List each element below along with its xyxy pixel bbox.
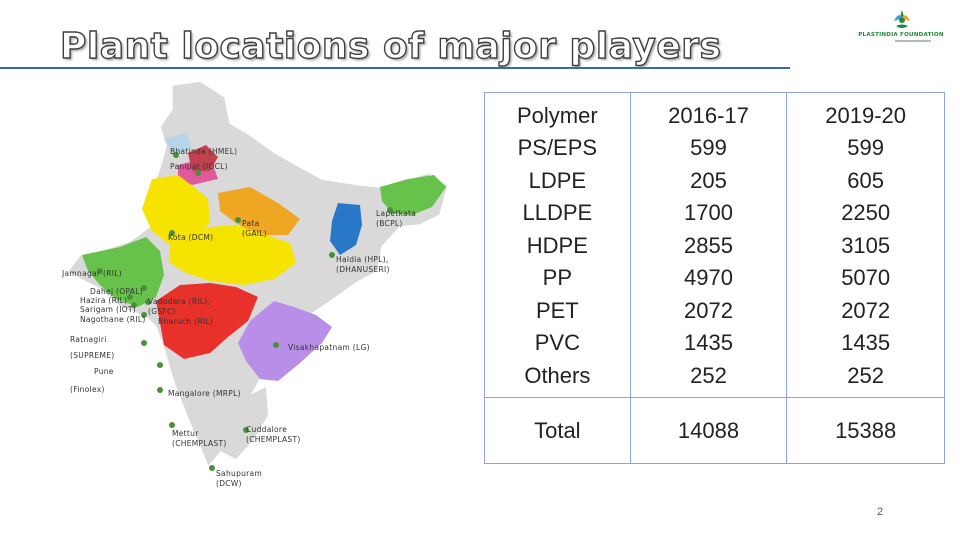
value-2016-17: 4970 xyxy=(684,265,733,291)
value-2019-20: 2072 xyxy=(841,297,891,323)
total-2019-20: 15388 xyxy=(786,397,945,464)
value-2016-17: 1700 xyxy=(684,200,733,226)
state-tamilnadu xyxy=(220,387,268,459)
value-2019-20: 252 xyxy=(847,362,885,388)
map-label-mettur: Mettur (CHEMPLAST) xyxy=(172,429,227,448)
state-karnataka xyxy=(172,345,244,411)
marker-ratnagiri xyxy=(141,340,147,346)
header-2016-17: 2016-17 xyxy=(668,102,749,128)
map-label-kota: Kota (DCM) xyxy=(168,233,214,242)
marker-mangalore xyxy=(157,387,163,393)
map-label-hazira: Hazira (RIL) xyxy=(80,296,128,305)
plastindia-logo: PLASTINDIA FOUNDATION xyxy=(855,8,947,48)
map-label-nagothane: Nagothane (RIL) xyxy=(80,315,146,324)
polymer-name: PP xyxy=(542,265,573,291)
map-label-pata: Pata (GAIL) xyxy=(242,219,267,238)
marker-lapetkata xyxy=(387,207,393,213)
polymer-name: LDPE xyxy=(528,167,587,193)
marker-kota xyxy=(169,230,175,236)
marker-cuddalore xyxy=(243,427,249,433)
slide-title: Plant locations of major players xyxy=(59,25,722,67)
plastindia-logo-icon xyxy=(894,10,910,28)
value-2019-20: 3105 xyxy=(841,232,891,258)
year-2016-17-column: 2016-17 599 205 1700 2855 4970 2072 1435… xyxy=(629,92,788,398)
map-label-sarigam: Sarigam (IOT) xyxy=(80,305,137,314)
logo-text: PLASTINDIA FOUNDATION xyxy=(858,32,944,38)
value-2019-20: 1435 xyxy=(841,330,891,356)
polymer-column: Polymer PS/EPS LDPE LLDPE HDPE PP PET PV… xyxy=(484,92,631,398)
year-2019-20-column: 2019-20 599 605 2250 3105 5070 2072 1435… xyxy=(786,92,945,398)
plant-markers xyxy=(97,152,393,471)
value-2016-17: 2855 xyxy=(684,232,733,258)
marker-vadodara xyxy=(145,299,151,305)
table-main-row: Polymer PS/EPS LDPE LLDPE HDPE PP PET PV… xyxy=(484,92,945,398)
map-label-ratnagiri: Ratnagiri xyxy=(70,335,107,344)
map-label-bharuch: Bharuch (RIL) xyxy=(158,317,213,326)
value-2019-20: 605 xyxy=(847,167,885,193)
state-maharashtra xyxy=(156,283,258,359)
value-2019-20: 5070 xyxy=(841,265,891,291)
value-2016-17: 1435 xyxy=(684,330,733,356)
state-westbengal xyxy=(330,203,362,255)
marker-nagothane xyxy=(141,312,147,318)
marker-mettur xyxy=(169,422,175,428)
marker-jamnagar xyxy=(97,268,103,274)
value-2019-20: 599 xyxy=(847,135,885,161)
map-label-supreme: (SUPREME) xyxy=(70,351,115,360)
polymer-name: PVC xyxy=(534,330,580,356)
india-map-graphic xyxy=(66,80,449,471)
map-label-visakhapatnam: Visakhapatnam (LG) xyxy=(288,343,370,352)
title-underline xyxy=(0,67,790,69)
polymer-name: LLDPE xyxy=(522,200,593,226)
marker-haldia xyxy=(329,252,335,258)
marker-dahej xyxy=(141,285,147,291)
polymer-name: PET xyxy=(535,297,579,323)
map-label-finolex: (Finolex) xyxy=(70,385,105,394)
state-rajasthan xyxy=(142,175,210,245)
marker-hazira xyxy=(127,294,133,300)
state-andhra xyxy=(238,301,332,381)
map-label-panipat: Panipat (IOCL) xyxy=(170,162,228,171)
marker-visakhapatnam xyxy=(273,342,279,348)
map-label-cuddalore: Cuddalore (CHEMPLAST) xyxy=(246,425,301,444)
india-map: Bhatinda (HMEL) Panipat (IOCL) Pata (GAI… xyxy=(60,75,460,535)
marker-bhatinda xyxy=(173,152,179,158)
table-total-row: Total 14088 15388 xyxy=(484,397,945,464)
map-label-haldia: Haldia (HPL), (DHANUSERI) xyxy=(336,255,390,274)
map-label-pune: Pune xyxy=(94,367,114,376)
page-number: 2 xyxy=(876,506,884,518)
header-2019-20: 2019-20 xyxy=(825,102,907,128)
state-northeast xyxy=(380,175,446,215)
map-label-jamnagar: Jamnagar (RIL) xyxy=(62,269,122,278)
marker-pata xyxy=(235,217,241,223)
total-2016-17: 14088 xyxy=(629,397,788,464)
state-odisha xyxy=(296,257,344,297)
value-2016-17: 205 xyxy=(690,167,727,193)
value-2019-20: 2250 xyxy=(841,200,891,226)
map-label-lapetkata: Lapetkata (BCPL) xyxy=(376,209,417,228)
state-mp xyxy=(170,225,296,285)
value-2016-17: 252 xyxy=(690,362,727,388)
marker-panipat xyxy=(195,170,201,176)
value-2016-17: 599 xyxy=(690,135,727,161)
polymer-capacity-table: Polymer PS/EPS LDPE LLDPE HDPE PP PET PV… xyxy=(484,92,945,464)
polymer-name: PS/EPS xyxy=(517,135,598,161)
logo-tagline-line xyxy=(895,40,931,42)
map-label-mangalore: Mangalore (MRPL) xyxy=(168,389,241,398)
state-up xyxy=(218,187,300,235)
marker-pune xyxy=(157,362,163,368)
state-punjab xyxy=(164,133,192,155)
map-label-vadodara: Vadodara (RIL), (GSFC) xyxy=(148,297,211,316)
state-haryana xyxy=(188,145,218,171)
value-2016-17: 2072 xyxy=(684,297,733,323)
map-label-sahupuram: Sahupuram (DCW) xyxy=(216,469,263,488)
marker-sahupuram xyxy=(209,465,215,471)
polymer-name: Others xyxy=(524,362,591,388)
polymer-name: HDPE xyxy=(526,232,588,258)
map-label-bhatinda: Bhatinda (HMEL) xyxy=(170,147,238,156)
header-polymer: Polymer xyxy=(517,102,598,128)
total-label: Total xyxy=(484,397,631,464)
marker-sarigam xyxy=(131,302,137,308)
map-label-dahej: Dahej (OPAL) xyxy=(90,287,143,296)
